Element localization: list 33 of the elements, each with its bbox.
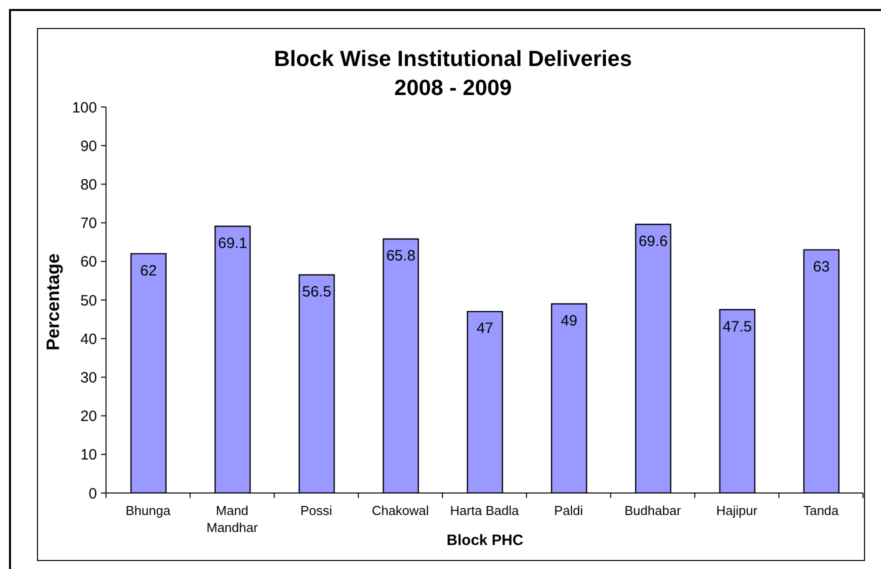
x-tick-label: Budhabar bbox=[624, 503, 682, 518]
x-tick-label: Chakowal bbox=[372, 503, 430, 518]
data-label: 65.8 bbox=[386, 248, 416, 265]
y-tick-label: 20 bbox=[80, 408, 97, 426]
x-tick-label: Mand Mandhar bbox=[206, 503, 258, 535]
x-tick-label: Paldi bbox=[554, 503, 584, 518]
data-label: 62 bbox=[140, 262, 157, 280]
y-axis-title: Percentage bbox=[43, 253, 63, 351]
data-label: 63 bbox=[813, 258, 830, 276]
y-tick-label: 40 bbox=[80, 330, 97, 348]
data-label: 56.5 bbox=[302, 284, 332, 301]
data-label: 47.5 bbox=[722, 318, 752, 336]
data-label: 69.6 bbox=[638, 232, 668, 250]
y-tick-label: 100 bbox=[72, 99, 97, 116]
x-tick-label: Tanda bbox=[803, 503, 840, 518]
y-tick-label: 70 bbox=[80, 215, 97, 232]
data-label: 47 bbox=[476, 320, 494, 338]
x-tick-label: Possi bbox=[300, 503, 332, 518]
y-tick-label: 50 bbox=[80, 292, 97, 310]
x-axis-title: Block PHC bbox=[446, 532, 524, 550]
chart-subtitle: 2008 - 2009 bbox=[394, 75, 512, 101]
y-tick-label: 10 bbox=[80, 446, 97, 464]
chart-title: Block Wise Institutional Deliveries bbox=[274, 46, 632, 72]
y-tick-label: 90 bbox=[80, 138, 97, 155]
x-tick-label: Hajipur bbox=[716, 503, 758, 518]
x-tick-label: Harta Badla bbox=[450, 503, 520, 518]
y-tick-label: 0 bbox=[88, 485, 97, 502]
y-tick-label: 80 bbox=[80, 176, 97, 194]
data-label: 69.1 bbox=[218, 234, 248, 252]
y-tick-label: 30 bbox=[80, 370, 97, 387]
x-tick-label: Bhunga bbox=[126, 503, 172, 518]
data-label: 49 bbox=[560, 312, 578, 330]
y-tick-label: 60 bbox=[80, 254, 97, 271]
